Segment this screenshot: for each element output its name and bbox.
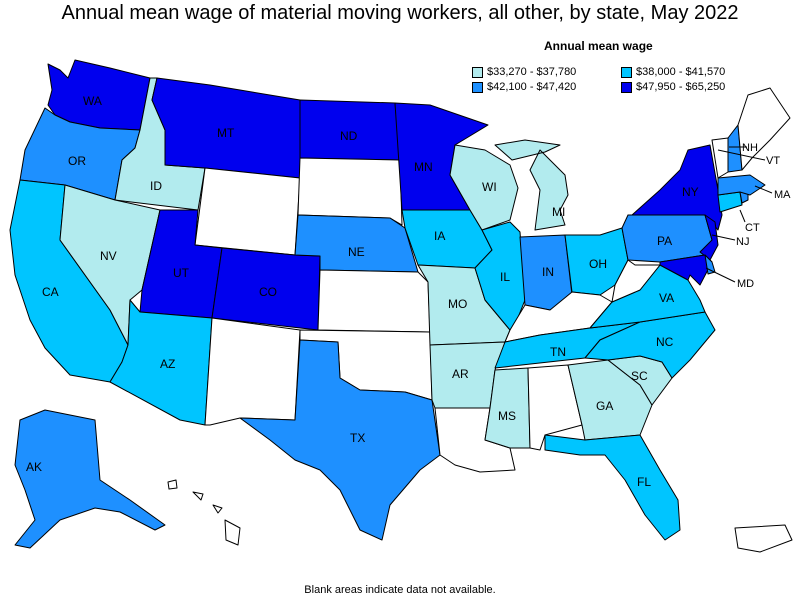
label-UT: UT xyxy=(173,266,190,280)
label-NY: NY xyxy=(682,185,699,199)
label-TN: TN xyxy=(550,345,566,359)
label-FL: FL xyxy=(637,475,651,489)
callouts xyxy=(705,146,773,283)
state-FL[interactable] xyxy=(544,434,681,541)
state-labels: WA OR CA ID NV MT UT AZ CO ND NE TX MN I… xyxy=(26,94,699,489)
label-CT: CT xyxy=(745,222,760,234)
label-CO: CO xyxy=(259,285,277,299)
legend-item-bin1: $33,270 - $37,780 xyxy=(472,66,576,78)
state-WY[interactable] xyxy=(194,167,301,256)
label-NV: NV xyxy=(100,249,117,263)
label-CA: CA xyxy=(42,285,59,299)
label-AR: AR xyxy=(452,367,469,381)
legend-label-bin3: $42,100 - $47,420 xyxy=(487,81,577,93)
legend-swatch-bin1 xyxy=(472,66,483,78)
label-MO: MO xyxy=(448,297,467,311)
legend-item-bin2: $38,000 - $41,570 xyxy=(621,66,725,78)
callout-line-MD xyxy=(705,267,736,283)
label-MI: MI xyxy=(552,205,565,219)
label-AZ: AZ xyxy=(160,357,175,371)
label-MN: MN xyxy=(414,160,433,174)
callout-labels: NH VT MA CT NJ MD xyxy=(736,142,791,290)
state-WI[interactable] xyxy=(449,144,519,231)
legend-label-bin1: $33,270 - $37,780 xyxy=(487,66,577,78)
legend-swatch-bin3 xyxy=(472,81,483,93)
label-ID: ID xyxy=(150,179,162,193)
state-WV[interactable] xyxy=(611,259,661,303)
state-SD[interactable] xyxy=(297,157,403,226)
state-TX[interactable] xyxy=(239,339,441,541)
label-IA: IA xyxy=(434,229,445,243)
callout-line-MA xyxy=(754,185,773,194)
label-MD: MD xyxy=(737,278,754,290)
legend-label-bin2: $38,000 - $41,570 xyxy=(636,66,726,78)
legend-item-bin4: $47,950 - $65,250 xyxy=(621,81,725,93)
label-WI: WI xyxy=(482,180,497,194)
state-NM[interactable] xyxy=(204,317,301,426)
callout-line-NJ xyxy=(711,234,736,241)
label-MT: MT xyxy=(217,126,235,140)
state-MI[interactable] xyxy=(494,139,569,231)
state-PR[interactable] xyxy=(734,524,793,553)
label-OH: OH xyxy=(589,257,607,271)
state-HI[interactable] xyxy=(167,479,241,546)
state-KS[interactable] xyxy=(317,269,431,333)
label-NH: NH xyxy=(742,142,758,154)
legend-label-bin4: $47,950 - $65,250 xyxy=(636,81,726,93)
label-SC: SC xyxy=(631,369,648,383)
label-ND: ND xyxy=(340,129,358,143)
label-VT: VT xyxy=(766,155,780,167)
legend-item-bin3: $42,100 - $47,420 xyxy=(472,81,576,93)
label-MS: MS xyxy=(498,409,516,423)
callout-line-VT xyxy=(717,149,766,161)
state-AK[interactable] xyxy=(14,409,166,549)
legend-swatch-bin4 xyxy=(621,81,632,93)
label-TX: TX xyxy=(350,431,365,445)
label-GA: GA xyxy=(596,399,613,413)
state-ME[interactable] xyxy=(737,87,791,171)
state-MA[interactable] xyxy=(717,174,766,196)
footnote: Blank areas indicate data not available. xyxy=(304,584,496,596)
legend-swatch-bin2 xyxy=(621,66,632,78)
label-MA: MA xyxy=(774,189,791,201)
label-OR: OR xyxy=(68,154,86,168)
label-IN: IN xyxy=(542,265,554,279)
label-WA: WA xyxy=(83,94,102,108)
label-NE: NE xyxy=(348,245,365,259)
label-VA: VA xyxy=(659,291,674,305)
label-AK: AK xyxy=(26,460,42,474)
legend-title: Annual mean wage xyxy=(544,39,653,53)
map-title: Annual mean wage of material moving work… xyxy=(61,2,739,24)
label-NJ: NJ xyxy=(736,236,749,248)
label-PA: PA xyxy=(657,234,672,248)
label-NC: NC xyxy=(656,335,674,349)
callout-line-CT xyxy=(739,209,746,223)
label-IL: IL xyxy=(500,270,510,284)
